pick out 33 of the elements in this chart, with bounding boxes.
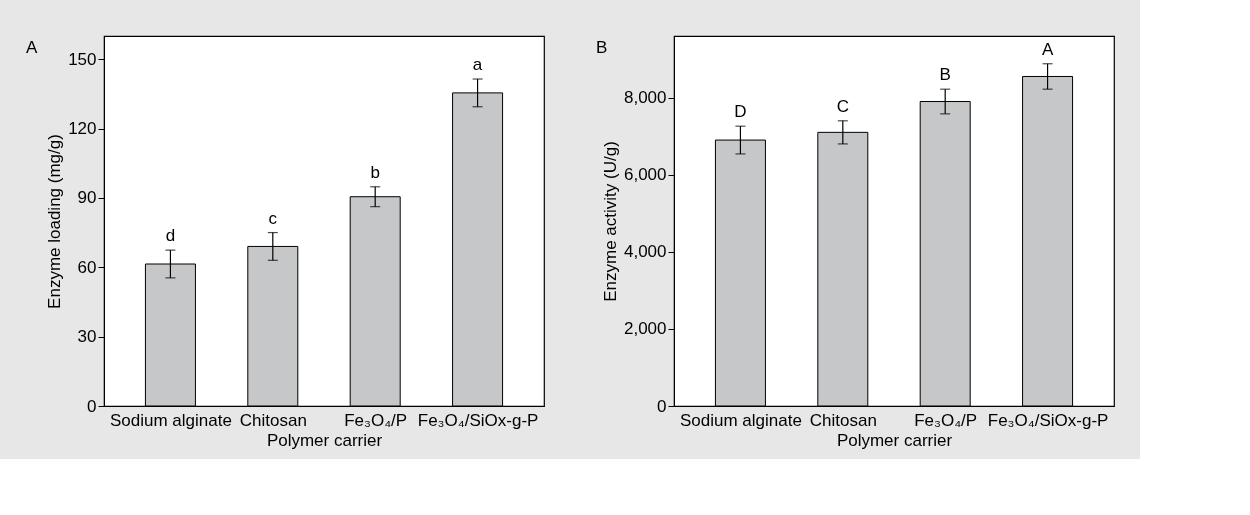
text: B (596, 38, 608, 57)
y-tick-label: 2,000 (623, 319, 667, 339)
y-axis-title: Enzyme activity (U/g) (600, 141, 620, 302)
x-tick-label: Fe₃O₄/SiOx-g-P (417, 410, 539, 430)
x-tick-label: Chitosan (239, 410, 307, 430)
y-tick-label: 30 (77, 327, 97, 347)
annotation: D (734, 102, 747, 122)
y-tick-label: 8,000 (623, 88, 667, 108)
x-tick-label: Sodium alginate (679, 410, 802, 430)
y-tick-label: 0 (657, 396, 667, 416)
x-tick-label: Fe₃O₄/P (914, 410, 978, 430)
text: A (26, 38, 38, 57)
y-tick-label: 90 (77, 188, 97, 208)
y-tick-label: 6,000 (623, 165, 667, 185)
annotation: b (370, 162, 380, 182)
x-tick-label: Fe₃O₄/SiOx-g-P (987, 410, 1109, 430)
y-tick-label: 60 (77, 257, 97, 277)
x-axis-title: Polymer carrier (266, 430, 383, 450)
annotation: d (165, 226, 176, 246)
annotation: C (836, 96, 849, 116)
x-axis-title: Polymer carrier (836, 430, 953, 450)
annotation: A (1041, 39, 1054, 59)
y-tick-label: 4,000 (623, 242, 667, 262)
y-tick-label: 150 (68, 49, 97, 69)
y-axis-title: Enzyme loading (mg/g) (45, 134, 65, 309)
x-tick-label: Fe₃O₄/P (344, 410, 408, 430)
annotation: c (268, 208, 278, 228)
x-tick-label: Sodium alginate (109, 410, 232, 430)
annotation: a (472, 55, 483, 75)
y-tick-label: 120 (68, 119, 97, 138)
annotation: B (939, 65, 951, 85)
x-tick-label: Chitosan (809, 410, 877, 430)
y-tick-label: 0 (87, 396, 97, 416)
